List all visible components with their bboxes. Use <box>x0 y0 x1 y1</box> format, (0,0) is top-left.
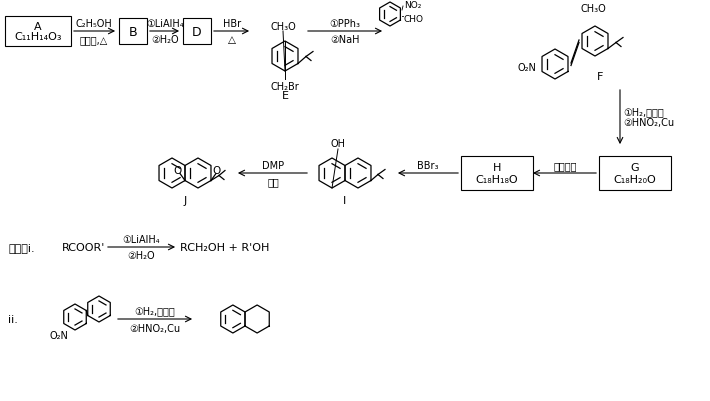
Text: NO₂: NO₂ <box>404 0 421 10</box>
Text: C₂H₅OH: C₂H₅OH <box>76 19 112 29</box>
Bar <box>119 19 147 45</box>
Text: ②NaH: ②NaH <box>330 35 360 45</box>
Text: ①LiAlH₄: ①LiAlH₄ <box>146 19 184 29</box>
Text: A: A <box>34 22 42 32</box>
Text: DMP: DMP <box>262 160 284 170</box>
Text: CH₂Br: CH₂Br <box>271 82 300 92</box>
Text: BBr₃: BBr₃ <box>417 160 439 170</box>
Bar <box>599 157 671 190</box>
Text: G: G <box>630 163 639 173</box>
Text: C₁₈H₁₈O: C₁₈H₁₈O <box>476 174 518 184</box>
Text: △: △ <box>228 35 236 45</box>
Text: O₂N: O₂N <box>50 330 68 340</box>
Text: O: O <box>173 166 181 176</box>
Text: H: H <box>493 163 501 173</box>
Text: ①H₂,催化剂: ①H₂,催化剂 <box>623 107 664 117</box>
Text: F: F <box>597 72 604 82</box>
Text: ①PPh₃: ①PPh₃ <box>329 19 361 29</box>
Text: C₁₈H₂₀O: C₁₈H₂₀O <box>613 174 656 184</box>
Text: B: B <box>129 25 137 38</box>
Text: J: J <box>183 196 187 205</box>
Text: RCH₂OH + R'OH: RCH₂OH + R'OH <box>180 242 269 252</box>
Text: O₂N: O₂N <box>517 63 536 73</box>
Text: D: D <box>192 25 202 38</box>
Bar <box>5 17 71 47</box>
Text: RCOOR': RCOOR' <box>62 242 105 252</box>
Text: ②H₂O: ②H₂O <box>151 35 179 45</box>
Text: ii.: ii. <box>8 314 18 324</box>
Text: ②HNO₂,Cu: ②HNO₂,Cu <box>623 118 674 128</box>
Text: CH₃O: CH₃O <box>270 22 296 32</box>
Bar <box>461 157 533 190</box>
Text: 一定条件: 一定条件 <box>553 160 577 170</box>
Text: OH: OH <box>330 139 346 149</box>
Text: CH₃O: CH₃O <box>580 4 606 14</box>
Text: C₁₁H₁₄O₃: C₁₁H₁₄O₃ <box>14 32 62 42</box>
Text: 已知：i.: 已知：i. <box>8 242 35 252</box>
Text: HBr: HBr <box>223 19 241 29</box>
Text: O: O <box>213 166 221 176</box>
Bar <box>183 19 211 45</box>
Text: ②H₂O: ②H₂O <box>127 250 155 260</box>
Text: ①H₂,催化剂: ①H₂,催化剂 <box>135 305 175 315</box>
Text: ②HNO₂,Cu: ②HNO₂,Cu <box>129 323 180 333</box>
Text: 浓硫酸,△: 浓硫酸,△ <box>80 35 108 45</box>
Text: 氧化: 氧化 <box>267 176 279 186</box>
Text: CHO: CHO <box>404 14 424 23</box>
Text: ①LiAlH₄: ①LiAlH₄ <box>122 235 160 244</box>
Text: E: E <box>281 91 288 101</box>
Text: I: I <box>344 196 346 205</box>
